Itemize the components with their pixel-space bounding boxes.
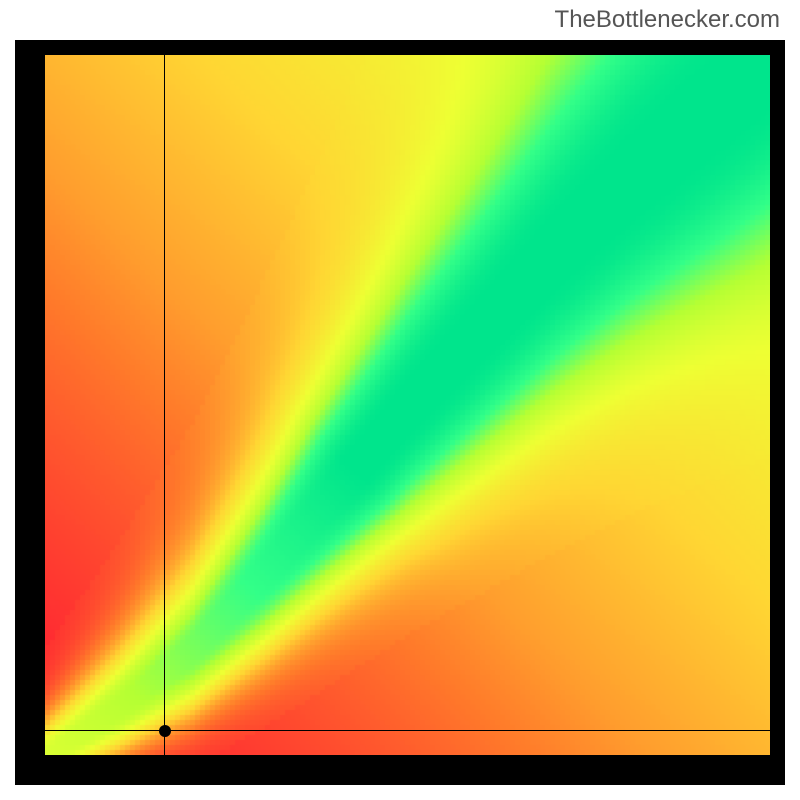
heatmap-canvas (45, 55, 770, 755)
crosshair-vertical (164, 55, 165, 755)
crosshair-horizontal (45, 730, 770, 731)
crosshair-marker (159, 725, 171, 737)
plot-inner (45, 55, 770, 755)
chart-container: TheBottlenecker.com (0, 0, 800, 800)
plot-frame (15, 40, 785, 785)
watermark-text: TheBottlenecker.com (555, 6, 780, 34)
